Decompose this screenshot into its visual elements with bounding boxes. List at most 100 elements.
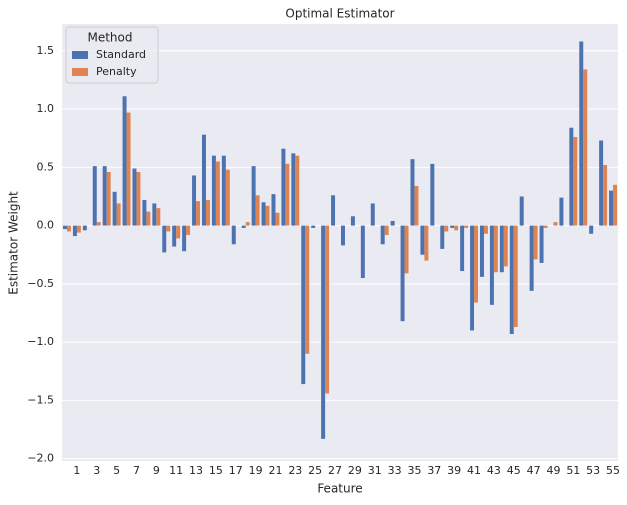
y-tick-label: 0.5 (37, 160, 55, 173)
bar (384, 225, 389, 235)
chart-title: Optimal Estimator (285, 7, 394, 21)
x-tick-label: 47 (527, 464, 541, 477)
bar (460, 225, 465, 272)
bar (182, 225, 187, 252)
bar (573, 137, 578, 226)
bar (305, 225, 310, 354)
x-tick-label: 49 (546, 464, 560, 477)
bar (414, 185, 419, 226)
bar (132, 168, 137, 226)
bar (271, 194, 276, 226)
x-tick-label: 15 (209, 464, 223, 477)
x-tick-label: 29 (348, 464, 362, 477)
bar (196, 201, 201, 226)
bar (142, 199, 147, 226)
y-tick-label: 1.5 (37, 44, 55, 57)
bar (136, 171, 141, 226)
bar (116, 203, 121, 226)
legend-title: Method (87, 31, 132, 45)
y-tick-label: 0.0 (37, 219, 55, 232)
bar (255, 195, 260, 226)
bar (325, 225, 330, 394)
bar (474, 225, 479, 303)
bar (291, 153, 296, 226)
bar (225, 169, 230, 226)
bar (241, 225, 246, 228)
x-tick-label: 53 (586, 464, 600, 477)
bar (186, 225, 191, 235)
bar (499, 225, 504, 273)
bar (152, 203, 157, 226)
bar (231, 225, 236, 245)
bar (503, 225, 508, 267)
y-tick-label: −0.5 (27, 277, 54, 290)
bar (589, 225, 594, 234)
bar (603, 165, 608, 226)
bar (265, 205, 270, 226)
bar (424, 225, 429, 261)
x-tick-label: 1 (73, 464, 80, 477)
bar (192, 175, 197, 226)
bar (146, 211, 151, 226)
x-tick-label: 21 (268, 464, 282, 477)
x-tick-label: 55 (606, 464, 620, 477)
bar (211, 155, 216, 226)
bar (519, 196, 524, 226)
bar (281, 148, 286, 226)
bar (350, 216, 355, 226)
bar (331, 195, 336, 226)
bar (390, 220, 395, 226)
bar (489, 225, 494, 305)
x-tick-label: 39 (447, 464, 461, 477)
x-tick-label: 23 (288, 464, 302, 477)
bar (599, 140, 604, 226)
bar (295, 155, 300, 226)
bar (533, 225, 538, 260)
y-tick-label: −1.5 (27, 393, 54, 406)
bar (76, 225, 81, 233)
bar (569, 127, 574, 226)
y-tick-label: 1.0 (37, 102, 55, 115)
bar (162, 225, 167, 253)
bar (340, 225, 345, 246)
bar (285, 163, 290, 226)
bar (583, 69, 588, 226)
legend-label: Penalty (96, 65, 137, 78)
bar (172, 225, 177, 247)
x-tick-label: 3 (93, 464, 100, 477)
bar (609, 190, 614, 226)
bar (553, 222, 558, 226)
legend-swatch (72, 68, 88, 76)
bar (404, 225, 409, 274)
bar (430, 163, 435, 226)
bar (450, 225, 455, 228)
bar (156, 208, 161, 226)
bar (251, 166, 256, 226)
bar (493, 225, 498, 273)
bar (62, 225, 67, 230)
bar (513, 225, 518, 327)
bar (360, 225, 365, 279)
bar (82, 225, 87, 231)
bar (176, 225, 181, 239)
bar (470, 225, 475, 331)
x-axis-label: Feature (317, 482, 362, 496)
x-tick-label: 31 (368, 464, 382, 477)
legend-box (65, 26, 159, 84)
legend-label: Standard (96, 48, 146, 61)
bar (380, 225, 385, 245)
bar (126, 112, 131, 226)
bar (483, 225, 488, 234)
bar (370, 203, 375, 226)
x-tick-label: 27 (328, 464, 342, 477)
bar (529, 225, 534, 291)
bar (245, 222, 250, 226)
bar (440, 225, 445, 249)
bar (102, 166, 107, 226)
bar (301, 225, 306, 385)
x-tick-label: 25 (308, 464, 322, 477)
bar (311, 225, 316, 228)
x-tick-label: 11 (169, 464, 183, 477)
bar (444, 225, 449, 232)
